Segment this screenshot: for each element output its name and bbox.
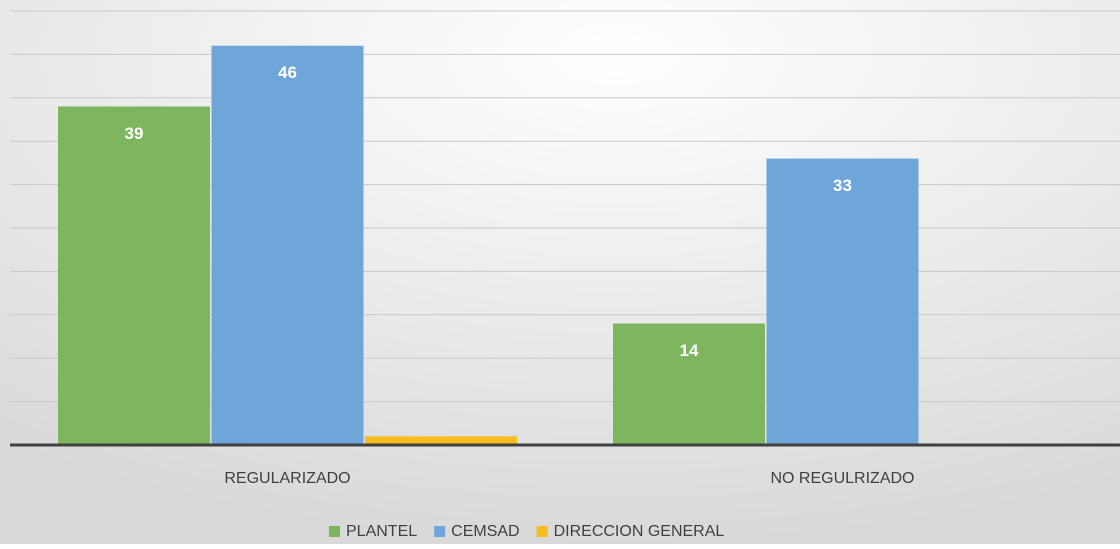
legend-label: CEMSAD <box>451 523 519 540</box>
legend-swatch <box>329 526 340 537</box>
bar <box>365 436 517 445</box>
legend-label: PLANTEL <box>346 523 417 540</box>
legend-swatch <box>536 526 548 537</box>
bar <box>613 323 765 445</box>
x-tick-label: NO REGULRIZADO <box>770 470 914 487</box>
legend-swatch <box>434 526 446 537</box>
bar <box>766 158 919 445</box>
bar <box>211 45 364 445</box>
x-tick-label: REGULARIZADO <box>224 470 350 487</box>
data-label: 33 <box>833 176 852 195</box>
data-label: 46 <box>278 63 297 82</box>
data-label: 14 <box>680 341 699 360</box>
legend-label: DIRECCION GENERAL <box>554 523 725 540</box>
data-label: 39 <box>125 124 144 143</box>
bar <box>58 106 210 445</box>
